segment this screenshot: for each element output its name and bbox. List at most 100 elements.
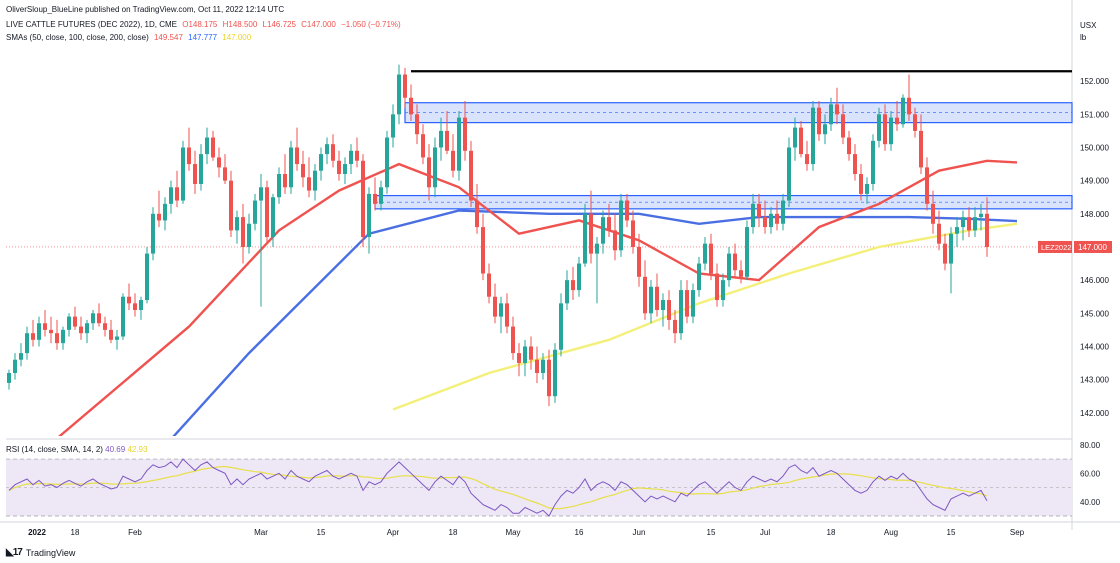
candle xyxy=(301,150,305,188)
candle-body xyxy=(529,346,533,360)
candle xyxy=(715,263,719,307)
candle xyxy=(919,114,923,175)
candle-body xyxy=(865,183,869,194)
tradingview-brand[interactable]: ◣17 TradingView xyxy=(6,547,75,558)
candle xyxy=(505,293,509,334)
candle xyxy=(835,87,839,125)
candle xyxy=(403,67,407,108)
candle xyxy=(763,200,767,234)
candle-body xyxy=(139,300,143,310)
time-tick-label: Jun xyxy=(633,528,646,537)
candle xyxy=(751,193,755,234)
candle-body xyxy=(817,107,821,135)
candle-body xyxy=(187,147,191,165)
candle xyxy=(979,203,983,231)
candle-body xyxy=(67,316,71,330)
candle xyxy=(931,190,935,234)
candle-body xyxy=(91,313,95,324)
candle xyxy=(577,256,581,297)
candle-body xyxy=(823,124,827,135)
candle xyxy=(469,140,473,208)
candle-body xyxy=(211,137,215,158)
candle xyxy=(247,213,251,254)
candle-body xyxy=(937,223,941,244)
candle xyxy=(91,309,95,330)
ohlc-change: −1.050 (−0.71%) xyxy=(341,20,401,29)
candle xyxy=(61,326,65,350)
candle xyxy=(139,296,143,320)
candle xyxy=(7,369,11,390)
candle xyxy=(817,101,821,141)
candle-body xyxy=(355,150,359,161)
rsi-legend: RSI (14, close, SMA, 14, 2) 40.69 42.93 xyxy=(6,445,147,454)
candle xyxy=(769,207,773,234)
candle-body xyxy=(49,329,53,334)
candle xyxy=(481,213,485,281)
candle-body xyxy=(853,154,857,175)
candle xyxy=(217,147,221,178)
candle xyxy=(31,319,35,347)
candle xyxy=(439,117,443,161)
price-tick-label: 143.000 xyxy=(1080,376,1109,385)
candle-body xyxy=(385,137,389,188)
candle-body xyxy=(73,316,77,327)
candle-body xyxy=(907,97,911,115)
candle-body xyxy=(577,263,581,291)
sma200-value: 147.000 xyxy=(222,33,252,42)
candle xyxy=(943,233,947,271)
candle xyxy=(493,283,497,324)
candle-body xyxy=(781,200,785,224)
time-tick-label: 18 xyxy=(449,528,458,537)
candle-body xyxy=(457,117,461,171)
candle xyxy=(871,134,875,191)
ohlc-close: C147.000 xyxy=(301,20,336,29)
candle-body xyxy=(553,349,557,397)
candle-body xyxy=(679,290,683,334)
candle-body xyxy=(631,220,635,247)
time-tick-label: 15 xyxy=(707,528,716,537)
candle xyxy=(727,246,731,287)
publisher-line: OliverSloup_BlueLine published on Tradin… xyxy=(6,5,287,14)
rsi-value: 40.69 xyxy=(105,445,126,454)
candle-body xyxy=(325,144,329,155)
symbol-title: LIVE CATTLE FUTURES (DEC 2022), 1D, CME xyxy=(6,20,177,29)
price-tick-label: 146.000 xyxy=(1080,276,1109,285)
candle xyxy=(319,147,323,181)
candle-body xyxy=(775,213,779,224)
candle xyxy=(223,154,227,184)
candle-body xyxy=(463,117,467,151)
candle xyxy=(349,144,353,175)
candle xyxy=(967,207,971,238)
candle-body xyxy=(757,203,761,218)
candle-body xyxy=(769,213,773,228)
candle-body xyxy=(289,147,293,188)
candle xyxy=(631,210,635,254)
candle xyxy=(583,203,587,267)
candle-body xyxy=(223,167,227,181)
candle-body xyxy=(499,303,503,317)
candle xyxy=(649,280,653,324)
candle-body xyxy=(715,273,719,301)
candle-body xyxy=(169,187,173,204)
candle-body xyxy=(253,200,257,224)
time-tick-label: Jul xyxy=(760,528,770,537)
candle xyxy=(913,107,917,138)
rsi-label-text: RSI (14, close, SMA, 14, 2) xyxy=(6,445,103,454)
candle xyxy=(307,157,311,198)
candle xyxy=(415,104,419,145)
price-tick-label: 148.000 xyxy=(1080,210,1109,219)
candle-body xyxy=(601,217,605,244)
candle-body xyxy=(307,177,311,191)
candle xyxy=(451,134,455,178)
candle-body xyxy=(421,134,425,158)
candle xyxy=(19,343,23,367)
candle-body xyxy=(883,114,887,145)
candle-body xyxy=(61,329,65,344)
candle-body xyxy=(841,114,845,138)
candle xyxy=(97,303,101,327)
last-price-bg xyxy=(1074,240,1112,253)
candle-body xyxy=(217,157,221,168)
candle-body xyxy=(349,150,353,165)
